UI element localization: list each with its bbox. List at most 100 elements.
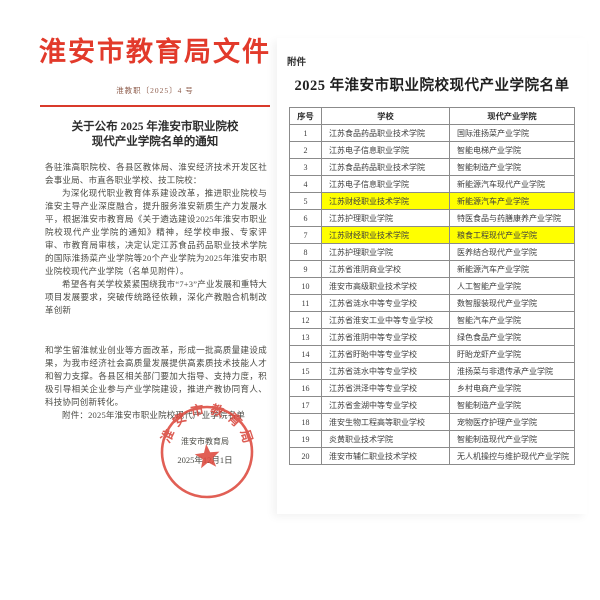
- row-number: 18: [289, 413, 322, 431]
- hope-paragraph: 希望各有关学校紧紧围绕我市“7+3”产业发展和重特大项目发展要求，突破传统路径依…: [45, 279, 267, 315]
- row-school: 江苏电子信息职业学院: [321, 175, 450, 193]
- row-number: 2: [289, 141, 322, 159]
- row-school: 淮安市辅仁职业技术学校: [321, 447, 450, 465]
- row-college: 新能源汽车现代产业学院: [449, 175, 575, 193]
- red-divider-line: [40, 105, 270, 107]
- row-number: 12: [289, 311, 322, 329]
- table-row: 5 江苏财经职业技术学院 新能源汽车产业学院: [289, 192, 575, 210]
- row-college: 淮扬菜与非遗传承产业学院: [449, 362, 575, 380]
- table-row: 12 江苏省淮安工业中等专业学校 智能汽车产业学院: [289, 311, 575, 329]
- row-number: 19: [289, 430, 322, 448]
- table-row: 20 淮安市辅仁职业技术学校 无人机操控与维护现代产业学院: [289, 447, 575, 465]
- notice-title-line1: 关于公布 2025 年淮安市职业院校: [71, 121, 239, 133]
- main-paragraph: 为深化现代职业教育体系建设改革，推进职业院校与淮安主导产业深度融合，提升服务淮安…: [45, 188, 267, 276]
- table-row: 9 江苏省淮阴商业学校 新能源汽车产业学院: [289, 260, 575, 278]
- list-title: 2025 年淮安市职业院校现代产业学院名单: [294, 78, 570, 94]
- table-row: 2 江苏电子信息职业学院 智能电梯产业学院: [289, 141, 575, 159]
- row-number: 15: [289, 362, 322, 380]
- row-number: 8: [289, 243, 322, 261]
- row-number: 14: [289, 345, 322, 363]
- row-school: 江苏护理职业学院: [321, 209, 450, 227]
- row-number: 9: [289, 260, 322, 278]
- row-college: 新能源汽车产业学院: [449, 192, 575, 210]
- issue-date: 2025年12月1日: [177, 455, 233, 465]
- row-college: 粮食工程现代产业学院: [449, 226, 575, 244]
- table-row: 1 江苏食品药品职业技术学院 国际淮扬菜产业学院: [289, 124, 575, 142]
- table-row: 7 江苏财经职业技术学院 粮食工程现代产业学院: [289, 226, 575, 244]
- row-school: 江苏省淮阴商业学校: [321, 260, 450, 278]
- table-row: 15 江苏省涟水中等专业学校 淮扬菜与非遗传承产业学院: [289, 362, 575, 380]
- row-number: 7: [289, 226, 322, 244]
- attachment-page: 附件 2025 年淮安市职业院校现代产业学院名单 序号 学校 现代产业学院 1 …: [277, 38, 587, 514]
- continuation-paragraph: 和学生留淮就业创业等方面改革，形成一批高质量建设成果，为我市经济社会高质量发展提…: [45, 345, 267, 407]
- row-college: 医养结合现代产业学院: [449, 243, 575, 261]
- row-school: 江苏食品药品职业技术学院: [321, 124, 450, 142]
- row-school: 江苏省淮安工业中等专业学校: [321, 311, 450, 329]
- row-number: 17: [289, 396, 322, 414]
- row-school: 江苏省金湖中等专业学校: [321, 396, 450, 414]
- row-college: 宠物医疗护理产业学院: [449, 413, 575, 431]
- college-table-body: 1 江苏食品药品职业技术学院 国际淮扬菜产业学院 2 江苏电子信息职业学院 智能…: [289, 124, 575, 465]
- row-college: 国际淮扬菜产业学院: [449, 124, 575, 142]
- notice-page: 淮安市教育局文件 淮教职〔2025〕4 号 关于公布 2025 年淮安市职业院校…: [30, 12, 280, 508]
- table-row: 14 江苏省盱眙中等专业学校 盱眙龙虾产业学院: [289, 345, 575, 363]
- row-school: 炎黄职业技术学院: [321, 430, 450, 448]
- row-college: 智能制造产业学院: [449, 396, 575, 414]
- attachment-reference-line: 附件：2025年淮安市职业院校现代产业学院名单: [62, 410, 246, 420]
- row-college: 盱眙龙虾产业学院: [449, 345, 575, 363]
- document-number: 淮教职〔2025〕4 号: [116, 86, 194, 95]
- row-college: 新能源汽车产业学院: [449, 260, 575, 278]
- row-school: 江苏食品药品职业技术学院: [321, 158, 450, 176]
- col-header-index: 序号: [289, 107, 322, 125]
- row-school: 江苏省涟水中等专业学校: [321, 294, 450, 312]
- red-letterhead-title: 淮安市教育局文件: [39, 37, 271, 67]
- notice-title: 关于公布 2025 年淮安市职业院校 现代产业学院名单的通知: [30, 120, 280, 150]
- table-row: 8 江苏护理职业学院 医养结合现代产业学院: [289, 243, 575, 261]
- table-header-row: 序号 学校 现代产业学院: [289, 107, 575, 125]
- row-number: 6: [289, 209, 322, 227]
- row-college: 特医食品与药膳康养产业学院: [449, 209, 575, 227]
- row-school: 江苏财经职业技术学院: [321, 226, 450, 244]
- row-college: 人工智能产业学院: [449, 277, 575, 295]
- table-row: 17 江苏省金湖中等专业学校 智能制造产业学院: [289, 396, 575, 414]
- table-row: 16 江苏省洪泽中等专业学校 乡村电商产业学院: [289, 379, 575, 397]
- table-row: 13 江苏省淮阴中等专业学校 绿色食品产业学院: [289, 328, 575, 346]
- row-college: 乡村电商产业学院: [449, 379, 575, 397]
- table-row: 3 江苏食品药品职业技术学院 智能制造产业学院: [289, 158, 575, 176]
- row-school: 淮安生物工程高等职业学校: [321, 413, 450, 431]
- row-school: 江苏省涟水中等专业学校: [321, 362, 450, 380]
- row-school: 淮安市高级职业技术学校: [321, 277, 450, 295]
- col-header-school: 学校: [321, 107, 450, 125]
- row-number: 10: [289, 277, 322, 295]
- table-row: 10 淮安市高级职业技术学校 人工智能产业学院: [289, 277, 575, 295]
- row-school: 江苏电子信息职业学院: [321, 141, 450, 159]
- row-college: 无人机操控与维护现代产业学院: [449, 447, 575, 465]
- row-number: 11: [289, 294, 322, 312]
- salutation-paragraph: 各驻淮高职院校、各县区教体局、淮安经济技术开发区社会事业局、市直各职业学校、技工…: [45, 162, 267, 185]
- row-college: 智能汽车产业学院: [449, 311, 575, 329]
- notice-title-line2: 现代产业学院名单的通知: [91, 136, 219, 148]
- row-number: 1: [289, 124, 322, 142]
- table-row: 6 江苏护理职业学院 特医食品与药膳康养产业学院: [289, 209, 575, 227]
- table-row: 4 江苏电子信息职业学院 新能源汽车现代产业学院: [289, 175, 575, 193]
- row-school: 江苏护理职业学院: [321, 243, 450, 261]
- row-college: 智能制造产业学院: [449, 158, 575, 176]
- notice-body: 各驻淮高职院校、各县区教体局、淮安经济技术开发区社会事业局、市直各职业学校、技工…: [45, 161, 267, 422]
- col-header-college: 现代产业学院: [449, 107, 575, 125]
- row-number: 4: [289, 175, 322, 193]
- row-school: 江苏省洪泽中等专业学校: [321, 379, 450, 397]
- row-college: 绿色食品产业学院: [449, 328, 575, 346]
- table-row: 19 炎黄职业技术学院 智能制造现代产业学院: [289, 430, 575, 448]
- row-school: 江苏省淮阴中等专业学校: [321, 328, 450, 346]
- row-school: 江苏省盱眙中等专业学校: [321, 345, 450, 363]
- table-row: 11 江苏省涟水中等专业学校 数智服装现代产业学院: [289, 294, 575, 312]
- row-number: 20: [289, 447, 322, 465]
- row-school: 江苏财经职业技术学院: [321, 192, 450, 210]
- row-college: 智能电梯产业学院: [449, 141, 575, 159]
- college-table: 序号 学校 现代产业学院 1 江苏食品药品职业技术学院 国际淮扬菜产业学院 2 …: [289, 107, 575, 465]
- row-number: 13: [289, 328, 322, 346]
- row-college: 智能制造现代产业学院: [449, 430, 575, 448]
- row-number: 16: [289, 379, 322, 397]
- issuing-authority: 淮安市教育局: [181, 437, 229, 446]
